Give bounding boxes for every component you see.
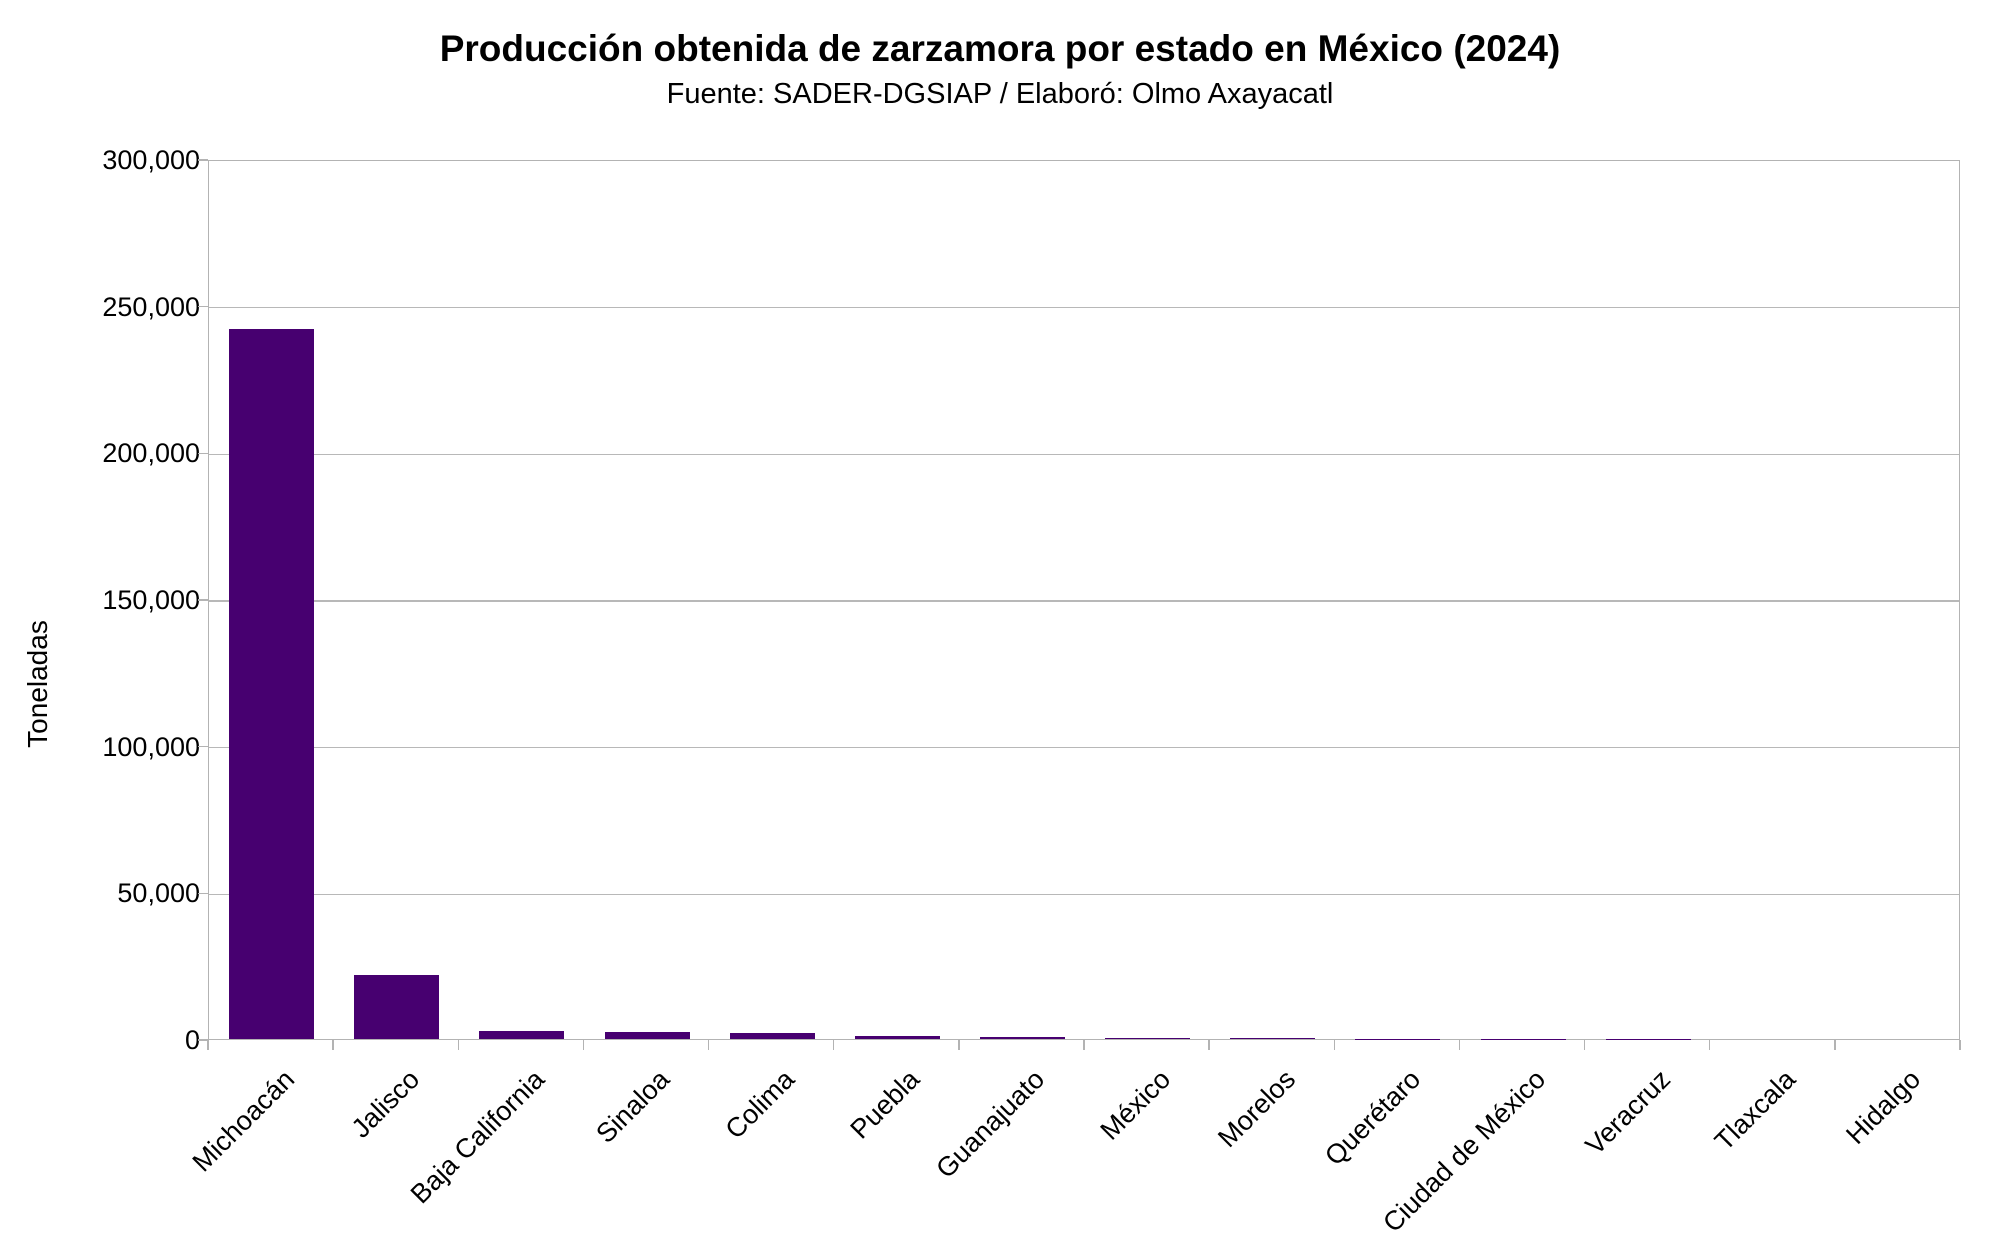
bar-colima: [729, 1032, 815, 1039]
y-tick-mark: [198, 892, 208, 895]
x-tick-mark: [457, 1040, 460, 1050]
x-tick-mark: [1458, 1040, 1461, 1050]
x-tick-mark: [958, 1040, 960, 1050]
x-tick-label-puebla: Puebla: [844, 1064, 926, 1145]
y-tick-mark: [198, 305, 208, 308]
gridline-150,000: [209, 600, 1959, 602]
bar-michoac-n: [229, 329, 315, 1039]
bar-m-xico: [1105, 1037, 1191, 1039]
x-tick-label-veracruz: Veracruz: [1579, 1064, 1677, 1161]
x-tick-mark: [1708, 1040, 1711, 1050]
x-tick-mark: [1834, 1040, 1836, 1050]
bar-morelos: [1230, 1038, 1316, 1039]
y-tick-label-200,000: 200,000: [102, 438, 200, 469]
x-tick-label-guanajuato: Guanajuato: [930, 1064, 1051, 1184]
x-tick-mark: [1083, 1040, 1085, 1050]
chart-title: Producción obtenida de zarzamora por est…: [439, 28, 1561, 69]
x-tick-label-hidalgo: Hidalgo: [1840, 1064, 1927, 1150]
x-tick-label-jalisco: Jalisco: [345, 1064, 425, 1144]
x-tick-label-michoac-n: Michoacán: [186, 1064, 300, 1178]
chart-subtitle: Fuente: SADER-DGSIAP / Elaboró: Olmo Axa…: [666, 78, 1334, 110]
y-tick-label-150,000: 150,000: [102, 585, 200, 615]
x-tick-label-tlaxcala: Tlaxcala: [1709, 1064, 1802, 1157]
x-tick-mark: [832, 1040, 835, 1050]
bar-guanajuato: [979, 1037, 1065, 1039]
x-tick-label-m-xico: México: [1094, 1064, 1176, 1146]
y-tick-label-250,000: 250,000: [102, 291, 200, 322]
bar-puebla: [854, 1035, 940, 1039]
x-tick-label-baja-california: Baja California: [404, 1064, 551, 1210]
y-tick-mark: [198, 1039, 208, 1041]
x-tick-label-morelos: Morelos: [1211, 1064, 1301, 1154]
x-tick-mark: [1333, 1040, 1336, 1050]
gridline-100,000: [209, 746, 1959, 749]
bar-jalisco: [354, 975, 440, 1039]
x-tick-mark: [707, 1040, 710, 1050]
y-tick-mark: [198, 452, 208, 455]
gridline-200,000: [209, 453, 1959, 456]
x-tick-label-colima: Colima: [719, 1064, 801, 1145]
bar-baja-california: [479, 1030, 565, 1039]
x-tick-mark: [1959, 1040, 1961, 1050]
y-tick-label-300,000: 300,000: [102, 145, 200, 175]
y-tick-label-100,000: 100,000: [102, 731, 200, 762]
x-tick-mark: [1583, 1040, 1586, 1050]
x-tick-mark: [582, 1040, 585, 1050]
gridline-50,000: [209, 893, 1959, 896]
x-tick-mark: [332, 1040, 334, 1050]
y-axis-title: Toneladas: [22, 620, 53, 748]
x-tick-mark: [1208, 1040, 1210, 1050]
x-tick-label-quer-taro: Querétaro: [1318, 1064, 1427, 1172]
y-tick-label-0: 0: [184, 1025, 200, 1055]
y-tick-mark: [198, 599, 208, 601]
y-tick-mark: [198, 745, 208, 748]
y-tick-label-50,000: 50,000: [117, 878, 200, 909]
gridline-250,000: [209, 306, 1959, 309]
plot-area: [208, 160, 1960, 1040]
y-tick-mark: [198, 159, 208, 161]
x-tick-mark: [207, 1040, 209, 1050]
x-tick-label-sinaloa: Sinaloa: [590, 1064, 676, 1149]
bar-sinaloa: [604, 1031, 690, 1039]
